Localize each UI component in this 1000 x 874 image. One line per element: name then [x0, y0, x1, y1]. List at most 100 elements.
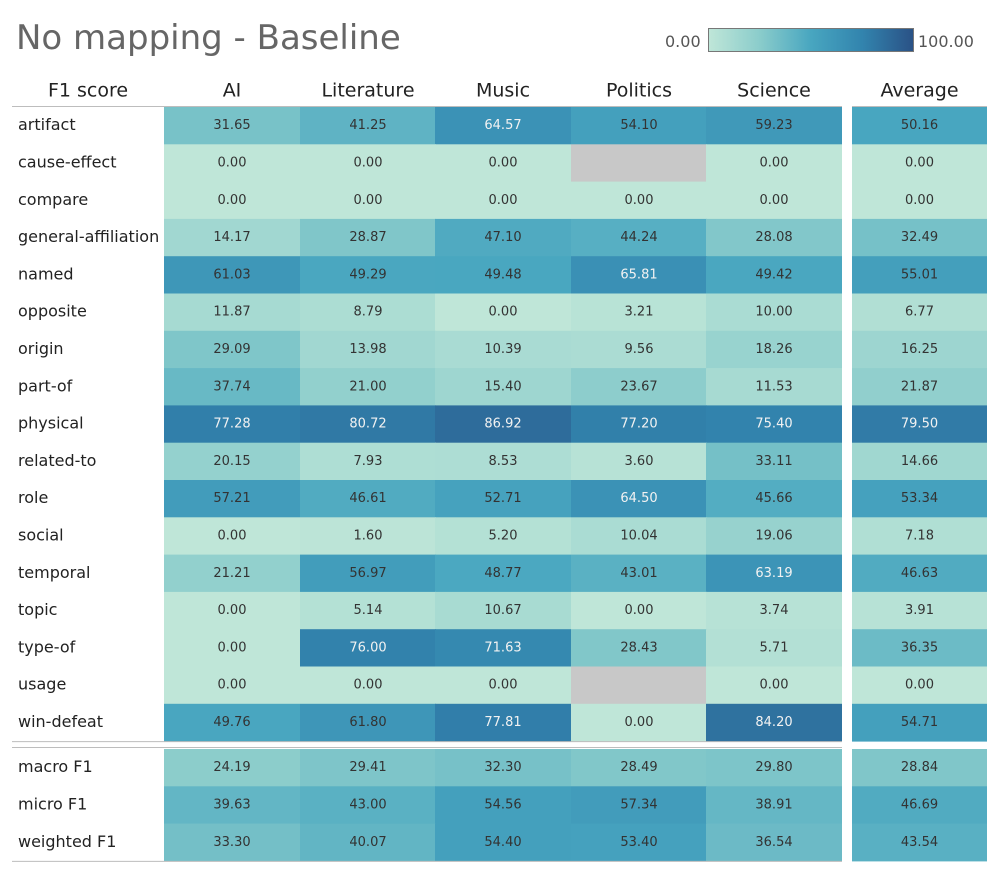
- heatmap-cell: [435, 517, 571, 556]
- cell-value-label: 0.00: [354, 155, 383, 170]
- heatmap-cell: [164, 591, 300, 630]
- cell-value-label: 0.00: [760, 678, 789, 693]
- cell-value-label: 54.40: [484, 835, 521, 850]
- column-header: Literature: [321, 80, 414, 102]
- average-cell: [852, 823, 987, 862]
- heatmap-cell: [571, 405, 707, 444]
- average-value-label: 32.49: [901, 230, 938, 245]
- cell-value-label: 24.19: [213, 760, 250, 775]
- heatmap-cell: [164, 218, 300, 257]
- cell-value-label: 31.65: [213, 118, 250, 133]
- cell-value-label: 39.63: [213, 797, 250, 812]
- average-cell: [852, 703, 987, 742]
- heatmap-cell: [164, 629, 300, 667]
- heatmap-cell: [706, 591, 842, 630]
- heatmap-cell: [706, 554, 842, 593]
- average-value-label: 46.69: [901, 797, 938, 812]
- color-legend: 0.00 100.00: [660, 26, 990, 56]
- average-cell: [852, 293, 987, 332]
- heatmap-cell: [164, 293, 300, 332]
- average-cell: [852, 405, 987, 444]
- heatmap-cell: [300, 368, 436, 406]
- heatmap-cell: [164, 480, 300, 518]
- heatmap-cell: [164, 330, 300, 369]
- average-cell: [852, 330, 987, 369]
- average-value-label: 3.91: [905, 603, 934, 618]
- average-value-label: 0.00: [905, 193, 934, 208]
- cell-value-label: 21.21: [213, 566, 250, 581]
- cell-value-label: 0.00: [218, 603, 247, 618]
- cell-value-label: 28.43: [620, 640, 657, 655]
- heatmap-cell: [435, 405, 571, 444]
- average-cell: [852, 256, 987, 294]
- heatmap-cell: [706, 218, 842, 257]
- heatmap-cell: [435, 293, 571, 332]
- cell-value-label: 8.53: [489, 454, 518, 469]
- cell-value-label: 5.20: [489, 528, 518, 543]
- cell-value-label: 18.26: [755, 342, 792, 357]
- row-label: artifact: [18, 115, 76, 134]
- cell-value-label: 86.92: [484, 417, 521, 432]
- cell-value-label: 29.41: [349, 760, 386, 775]
- average-cell: [852, 786, 987, 825]
- heatmap-cell: [435, 629, 571, 667]
- heatmap-cell: [164, 256, 300, 294]
- cell-value-label: 41.25: [349, 118, 386, 133]
- heatmap-cell: [706, 786, 842, 825]
- cell-value-label: 57.34: [620, 797, 657, 812]
- average-value-label: 28.84: [901, 760, 938, 775]
- legend-gradient-bar: [708, 28, 914, 52]
- corner-label: F1 score: [48, 80, 128, 102]
- heatmap-cell: [706, 330, 842, 369]
- cell-value-label: 0.00: [218, 678, 247, 693]
- cell-value-label: 77.28: [213, 417, 250, 432]
- average-cell: [852, 629, 987, 667]
- row-label: macro F1: [18, 757, 93, 776]
- heatmap-cell: [571, 293, 707, 332]
- heatmap-cell: [706, 666, 842, 705]
- heatmap-cell: [706, 749, 842, 787]
- heatmap-cell: [571, 517, 707, 556]
- heatmap-cell: [435, 107, 571, 145]
- heatmap-cell: [300, 442, 436, 481]
- heatmap-cell: [300, 554, 436, 593]
- legend-max-label: 100.00: [918, 32, 974, 51]
- heatmap-cell: [300, 293, 436, 332]
- heatmap-cell: [435, 218, 571, 257]
- heatmap-cell: [706, 107, 842, 145]
- cell-value-label: 52.71: [484, 491, 521, 506]
- cell-value-label: 56.97: [349, 566, 386, 581]
- cell-value-label: 0.00: [760, 193, 789, 208]
- heatmap-cell: [164, 666, 300, 705]
- column-header: Politics: [606, 80, 672, 102]
- heatmap-cell: [435, 181, 571, 220]
- row-label: cause-effect: [18, 152, 116, 171]
- cell-value-label: 19.06: [755, 528, 792, 543]
- cell-value-label: 0.00: [218, 155, 247, 170]
- heatmap-cell: [164, 181, 300, 220]
- heatmap-cell: [571, 181, 707, 220]
- cell-value-label: 1.60: [354, 528, 383, 543]
- cell-value-label: 13.98: [349, 342, 386, 357]
- average-value-label: 55.01: [901, 267, 938, 282]
- cell-value-label: 49.42: [755, 267, 792, 282]
- cell-value-label: 40.07: [349, 835, 386, 850]
- average-value-label: 50.16: [901, 118, 938, 133]
- cell-value-label: 28.49: [620, 760, 657, 775]
- cell-value-label: 21.00: [349, 379, 386, 394]
- heatmap-cell: [300, 256, 436, 294]
- heatmap-cell: [571, 703, 707, 742]
- heatmap-cell: [571, 144, 707, 183]
- heatmap-cell: [571, 823, 707, 862]
- cell-value-label: 0.00: [489, 678, 518, 693]
- cell-value-label: 44.24: [620, 230, 657, 245]
- cell-value-label: 0.00: [354, 678, 383, 693]
- cell-value-label: 77.20: [620, 417, 657, 432]
- heatmap-cell: [164, 405, 300, 444]
- heatmap-cell: [300, 703, 436, 742]
- cell-value-label: 37.74: [213, 379, 250, 394]
- average-value-label: 6.77: [905, 305, 934, 320]
- heatmap-cell: [435, 330, 571, 369]
- cell-value-label: 57.21: [213, 491, 250, 506]
- cell-value-label: 32.30: [484, 760, 521, 775]
